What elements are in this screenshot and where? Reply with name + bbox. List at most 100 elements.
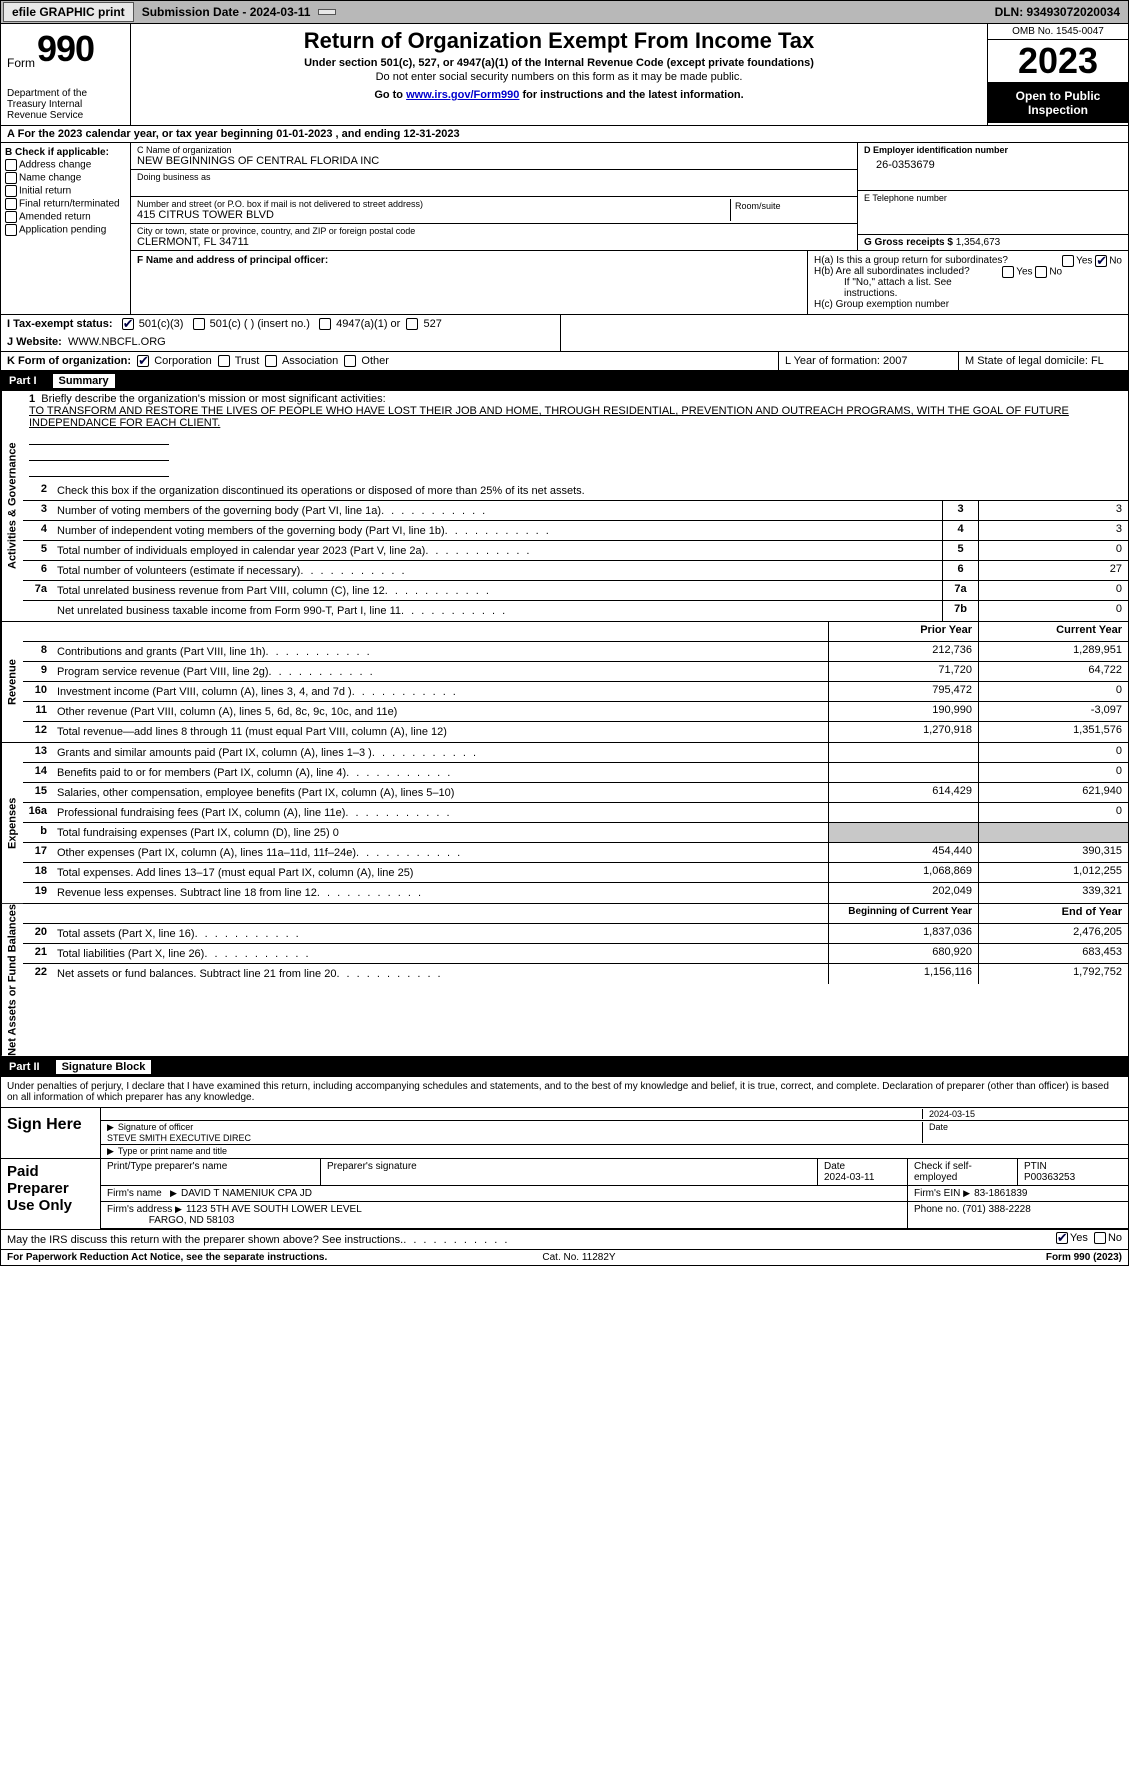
org-name: NEW BEGINNINGS OF CENTRAL FLORIDA INC [137,155,851,167]
room-label: Room/suite [731,199,851,221]
part1-header: Part I Summary [0,371,1129,391]
line-15: 15Salaries, other compensation, employee… [23,783,1128,803]
b-header: B Check if applicable: [5,147,126,158]
chk-address[interactable]: Address change [5,159,126,171]
sign-here: Sign Here 2024-03-15 Signature of office… [0,1108,1129,1159]
line-7b: Net unrelated business taxable income fr… [23,601,1128,621]
discuss-no[interactable] [1094,1232,1106,1244]
j-label: J Website: [7,336,62,348]
sig-declaration: Under penalties of perjury, I declare th… [0,1077,1129,1108]
vlabel-revenue: Revenue [1,622,23,742]
line-13: 13Grants and similar amounts paid (Part … [23,743,1128,763]
line-9: 9Program service revenue (Part VIII, lin… [23,662,1128,682]
vlabel-activities: Activities & Governance [1,391,23,621]
efile-button[interactable]: efile GRAPHIC print [3,2,134,22]
line-1: 1 Briefly describe the organization's mi… [23,391,1128,481]
chk-assoc[interactable] [265,355,277,367]
form-header: Form 990 Department of the Treasury Inte… [0,24,1129,126]
discuss-yes[interactable] [1056,1232,1068,1244]
dept-label: Department of the Treasury Internal Reve… [7,88,124,121]
submission-date: Submission Date - 2024-03-11 [136,5,317,19]
header-left: Form 990 Department of the Treasury Inte… [1,24,131,125]
line-6: 6Total number of volunteers (estimate if… [23,561,1128,581]
sign-here-label: Sign Here [1,1108,101,1158]
row-i-j: I Tax-exempt status: 501(c)(3) 501(c) ( … [0,315,1129,352]
e-phone-cell: E Telephone number [858,191,1128,235]
top-toolbar: efile GRAPHIC print Submission Date - 20… [0,0,1129,24]
omb-number: OMB No. 1545-0047 [988,24,1128,40]
irs-link[interactable]: www.irs.gov/Form990 [406,89,519,101]
footer-right: Form 990 (2023) [1046,1252,1122,1263]
form-title: Return of Organization Exempt From Incom… [139,28,979,54]
line-10: 10Investment income (Part VIII, column (… [23,682,1128,702]
chk-corp[interactable] [137,355,149,367]
k-label: K Form of organization: [7,355,131,367]
chk-other[interactable] [344,355,356,367]
firm-addr1: 1123 5TH AVE SOUTH LOWER LEVEL [186,1204,362,1215]
header-right: OMB No. 1545-0047 2023 Open to Public In… [988,24,1128,125]
vlabel-net: Net Assets or Fund Balances [1,904,23,1056]
line-17: 17Other expenses (Part IX, column (A), l… [23,843,1128,863]
chk-trust[interactable] [218,355,230,367]
gross-receipts: 1,354,673 [956,237,1001,248]
chk-pending[interactable]: Application pending [5,224,126,236]
chk-amended[interactable]: Amended return [5,211,126,223]
g-gross-cell: G Gross receipts $ 1,354,673 [858,235,1128,250]
line-12: 12Total revenue—add lines 8 through 11 (… [23,722,1128,742]
revenue-section: Revenue Prior YearCurrent Year 8Contribu… [0,622,1129,743]
line-20: 20Total assets (Part X, line 16)1,837,03… [23,924,1128,944]
line-21: 21Total liabilities (Part X, line 26)680… [23,944,1128,964]
part2-header: Part II Signature Block [0,1057,1129,1077]
d-ein-cell: D Employer identification number 26-0353… [858,143,1128,191]
subtitle-1: Under section 501(c), 527, or 4947(a)(1)… [139,57,979,69]
chk-527[interactable] [406,318,418,330]
chk-name[interactable]: Name change [5,172,126,184]
org-address: 415 CITRUS TOWER BLVD [137,209,730,221]
c-name-cell: C Name of organization NEW BEGINNINGS OF… [131,143,857,170]
c-city-cell: City or town, state or province, country… [131,224,857,250]
header-center: Return of Organization Exempt From Incom… [131,24,988,125]
page-footer: For Paperwork Reduction Act Notice, see … [0,1250,1129,1266]
m-state: M State of legal domicile: FL [958,352,1128,370]
line-11: 11Other revenue (Part VIII, column (A), … [23,702,1128,722]
chk-4947[interactable] [319,318,331,330]
org-city: CLERMONT, FL 34711 [137,236,851,248]
footer-left: For Paperwork Reduction Act Notice, see … [7,1252,327,1263]
col-headers-net: Beginning of Current YearEnd of Year [23,904,1128,924]
line-4: 4Number of independent voting members of… [23,521,1128,541]
dln-label: DLN: 93493072020034 [995,5,1128,19]
expenses-section: Expenses 13Grants and similar amounts pa… [0,743,1129,904]
dropdown-button[interactable] [318,9,336,15]
officer-name: STEVE SMITH EXECUTIVE DIREC [107,1133,251,1143]
firm-addr2: FARGO, ND 58103 [149,1215,235,1226]
firm-name: DAVID T NAMENIUK CPA JD [181,1188,312,1199]
form-word: Form [7,56,35,70]
line-5: 5Total number of individuals employed in… [23,541,1128,561]
h-group: H(a) Is this a group return for subordin… [808,251,1128,314]
line-3: 3Number of voting members of the governi… [23,501,1128,521]
prep-date: 2024-03-11 [824,1172,874,1183]
ptin: P00363253 [1024,1172,1075,1183]
l-year: L Year of formation: 2007 [778,352,958,370]
chk-501c3[interactable] [122,318,134,330]
form-number: 990 [37,28,94,70]
firm-ein: 83-1861839 [974,1188,1027,1199]
line-18: 18Total expenses. Add lines 13–17 (must … [23,863,1128,883]
line-2: 2Check this box if the organization disc… [23,481,1128,501]
line-16a: 16aProfessional fundraising fees (Part I… [23,803,1128,823]
col-b: B Check if applicable: Address change Na… [1,143,131,314]
c-addr-cell: Number and street (or P.O. box if mail i… [131,197,857,224]
line-7a: 7aTotal unrelated business revenue from … [23,581,1128,601]
line-14: 14Benefits paid to or for members (Part … [23,763,1128,783]
i-label: I Tax-exempt status: [7,318,113,330]
chk-final[interactable]: Final return/terminated [5,198,126,210]
tax-year: 2023 [988,40,1128,83]
discuss-row: May the IRS discuss this return with the… [0,1230,1129,1250]
open-inspection: Open to Public Inspection [988,83,1128,123]
line-16b: bTotal fundraising expenses (Part IX, co… [23,823,1128,843]
f-officer: F Name and address of principal officer: [131,251,808,314]
chk-initial[interactable]: Initial return [5,185,126,197]
chk-501c[interactable] [193,318,205,330]
subtitle-2: Do not enter social security numbers on … [139,71,979,83]
mission-text: TO TRANSFORM AND RESTORE THE LIVES OF PE… [29,405,1069,429]
